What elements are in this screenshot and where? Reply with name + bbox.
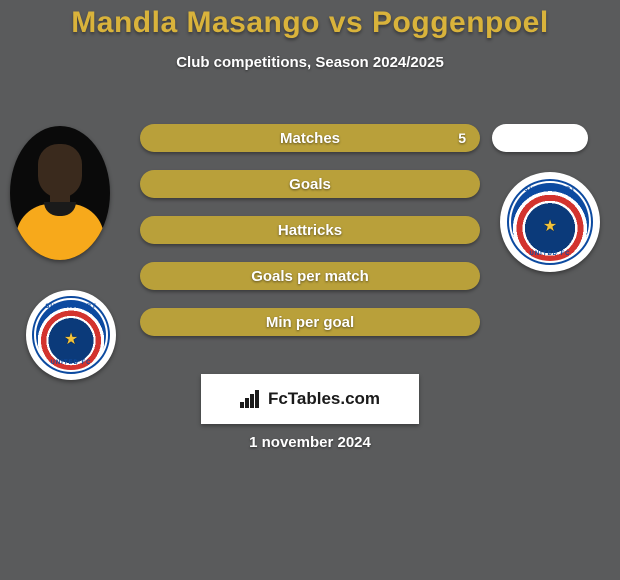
bar-chart-icon bbox=[240, 390, 262, 408]
badge-text-bottom: UNITED FC bbox=[511, 251, 589, 257]
club-badge-graphic: SUPERSPORT ★ UNITED FC bbox=[36, 300, 106, 370]
brand-badge: FcTables.com bbox=[201, 374, 419, 424]
badge-text-bottom: UNITED FC bbox=[36, 360, 106, 366]
subtitle: Club competitions, Season 2024/2025 bbox=[0, 54, 620, 71]
brand-name: FcTables.com bbox=[268, 389, 380, 409]
stat-label: Matches bbox=[280, 130, 340, 147]
star-icon: ★ bbox=[543, 216, 557, 236]
avatar-head bbox=[38, 144, 82, 198]
stat-value: 5 bbox=[458, 130, 466, 146]
player2-stat-pill bbox=[492, 124, 588, 152]
stat-bar: Hattricks bbox=[140, 216, 480, 244]
stat-label: Goals bbox=[289, 176, 331, 193]
player1-club-badge: SUPERSPORT ★ UNITED FC bbox=[26, 290, 116, 380]
stat-label: Goals per match bbox=[251, 268, 369, 285]
stat-bar: Matches 5 bbox=[140, 124, 480, 152]
star-icon: ★ bbox=[64, 329, 78, 349]
stat-bar: Min per goal bbox=[140, 308, 480, 336]
stat-label: Min per goal bbox=[266, 314, 354, 331]
player1-avatar bbox=[10, 126, 110, 260]
badge-text-top: SUPERSPORT bbox=[36, 304, 106, 310]
stat-bar: Goals bbox=[140, 170, 480, 198]
stat-label: Hattricks bbox=[278, 222, 342, 239]
player2-club-badge: SUPERSPORT ★ UNITED FC bbox=[500, 172, 600, 272]
stat-bar-list: Matches 5 Goals Hattricks Goals per matc… bbox=[140, 124, 480, 354]
page-title: Mandla Masango vs Poggenpoel bbox=[0, 0, 620, 40]
date-label: 1 november 2024 bbox=[0, 434, 620, 451]
stat-bar: Goals per match bbox=[140, 262, 480, 290]
club-badge-graphic: SUPERSPORT ★ UNITED FC bbox=[511, 183, 589, 261]
badge-text-top: SUPERSPORT bbox=[511, 187, 589, 193]
